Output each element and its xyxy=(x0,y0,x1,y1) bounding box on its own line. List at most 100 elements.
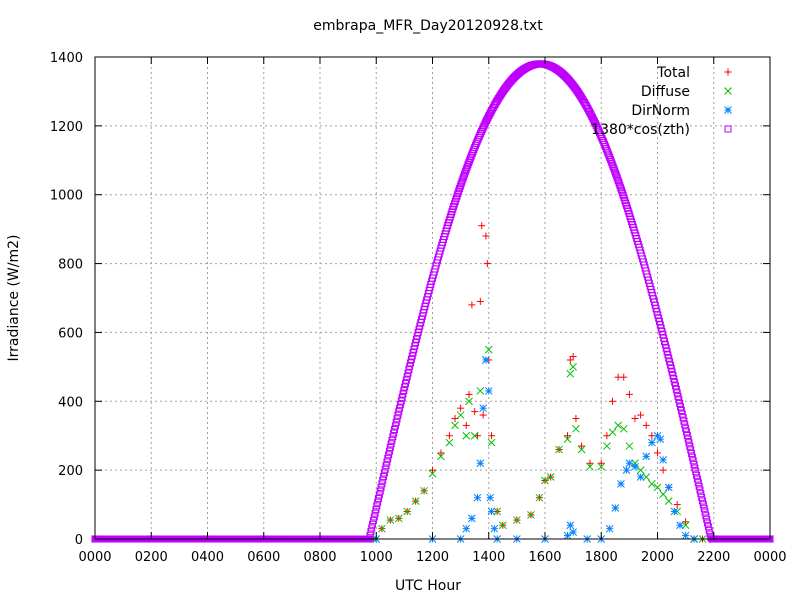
data-point xyxy=(370,513,378,521)
data-point-box xyxy=(464,161,472,169)
data-point xyxy=(372,506,380,514)
data-point-box xyxy=(458,177,466,185)
data-point-box xyxy=(392,418,400,426)
data-point-box xyxy=(690,460,698,468)
data-point xyxy=(677,407,685,415)
data-point xyxy=(612,172,620,180)
data-point-box xyxy=(688,450,696,458)
data-point xyxy=(399,390,407,398)
data-point xyxy=(681,521,690,530)
data-point-box xyxy=(606,153,614,161)
data-point xyxy=(383,458,391,466)
data-point xyxy=(636,473,645,481)
data-point-stroke xyxy=(394,514,403,523)
data-point xyxy=(461,168,469,176)
data-point xyxy=(397,397,405,405)
data-point-box xyxy=(682,424,690,432)
data-point-stroke xyxy=(470,431,479,440)
data-point xyxy=(659,455,667,464)
series-2 xyxy=(369,345,718,543)
data-point xyxy=(381,465,389,473)
data-point-box xyxy=(397,397,405,405)
data-point-stroke xyxy=(566,521,575,530)
y-tick-label: 600 xyxy=(58,326,83,341)
data-point xyxy=(388,436,396,444)
data-point xyxy=(615,179,623,187)
data-point xyxy=(476,387,485,395)
data-point xyxy=(681,531,690,540)
x-tick-label: 0000 xyxy=(753,550,786,565)
data-point-box xyxy=(676,399,684,407)
data-point-stroke xyxy=(468,514,476,523)
data-point xyxy=(677,403,685,411)
x-tick-label: 0000 xyxy=(78,550,111,565)
data-point-box xyxy=(679,414,687,422)
data-point-box xyxy=(371,509,379,517)
data-point xyxy=(456,411,465,419)
data-point-box xyxy=(698,493,706,501)
data-point xyxy=(462,421,470,429)
x-tick-label: 0400 xyxy=(191,550,224,565)
data-point xyxy=(461,170,469,178)
data-point-stroke xyxy=(664,497,673,505)
legend-label: 1380*cos(zth) xyxy=(591,122,690,138)
data-point-stroke xyxy=(487,507,496,516)
data-point-stroke xyxy=(603,442,611,450)
data-point-box xyxy=(691,464,699,472)
data-point xyxy=(411,497,420,505)
data-point xyxy=(564,432,571,440)
data-point-stroke xyxy=(664,483,673,492)
data-point xyxy=(636,466,645,474)
data-point xyxy=(682,424,690,432)
data-point-box xyxy=(399,390,407,398)
data-point-stroke xyxy=(614,421,622,430)
data-point xyxy=(682,428,690,436)
data-point-stroke xyxy=(653,483,662,492)
data-point-box xyxy=(457,180,465,188)
data-point xyxy=(420,486,428,495)
data-point xyxy=(378,480,386,488)
data-point-box xyxy=(697,490,705,498)
data-point xyxy=(678,410,686,418)
data-point xyxy=(482,356,490,364)
data-point-box xyxy=(704,523,712,531)
data-point-box xyxy=(368,524,376,532)
data-point-box xyxy=(455,187,463,195)
grid xyxy=(95,57,770,539)
data-point xyxy=(437,452,445,461)
data-point xyxy=(386,516,395,524)
data-point-stroke xyxy=(437,452,445,461)
data-point xyxy=(462,165,470,173)
data-point-box xyxy=(677,403,685,411)
data-point-box xyxy=(460,172,468,180)
data-point-stroke xyxy=(577,445,586,454)
data-point xyxy=(385,451,393,459)
data-point-box xyxy=(394,411,402,419)
data-point xyxy=(387,440,395,448)
data-point-stroke xyxy=(566,369,575,378)
data-point xyxy=(498,521,507,530)
data-point-stroke xyxy=(476,459,485,468)
data-point xyxy=(605,151,613,159)
data-point-box xyxy=(382,462,390,470)
data-point xyxy=(705,526,713,534)
data-point xyxy=(704,523,712,531)
data-point-stroke xyxy=(572,424,580,433)
data-point-box xyxy=(613,174,621,182)
x-tick-label: 0800 xyxy=(303,550,336,565)
data-point-stroke xyxy=(403,507,412,516)
data-point-box xyxy=(395,408,403,416)
data-point xyxy=(673,501,681,509)
data-point xyxy=(684,435,692,443)
data-point xyxy=(569,528,577,536)
data-point xyxy=(566,369,575,378)
data-point xyxy=(393,415,401,423)
data-point xyxy=(613,174,621,182)
data-point xyxy=(377,484,385,492)
data-point xyxy=(378,524,386,533)
data-point xyxy=(484,387,493,395)
data-point-stroke xyxy=(563,531,572,540)
data-point-box xyxy=(604,149,612,157)
data-point xyxy=(375,491,383,499)
